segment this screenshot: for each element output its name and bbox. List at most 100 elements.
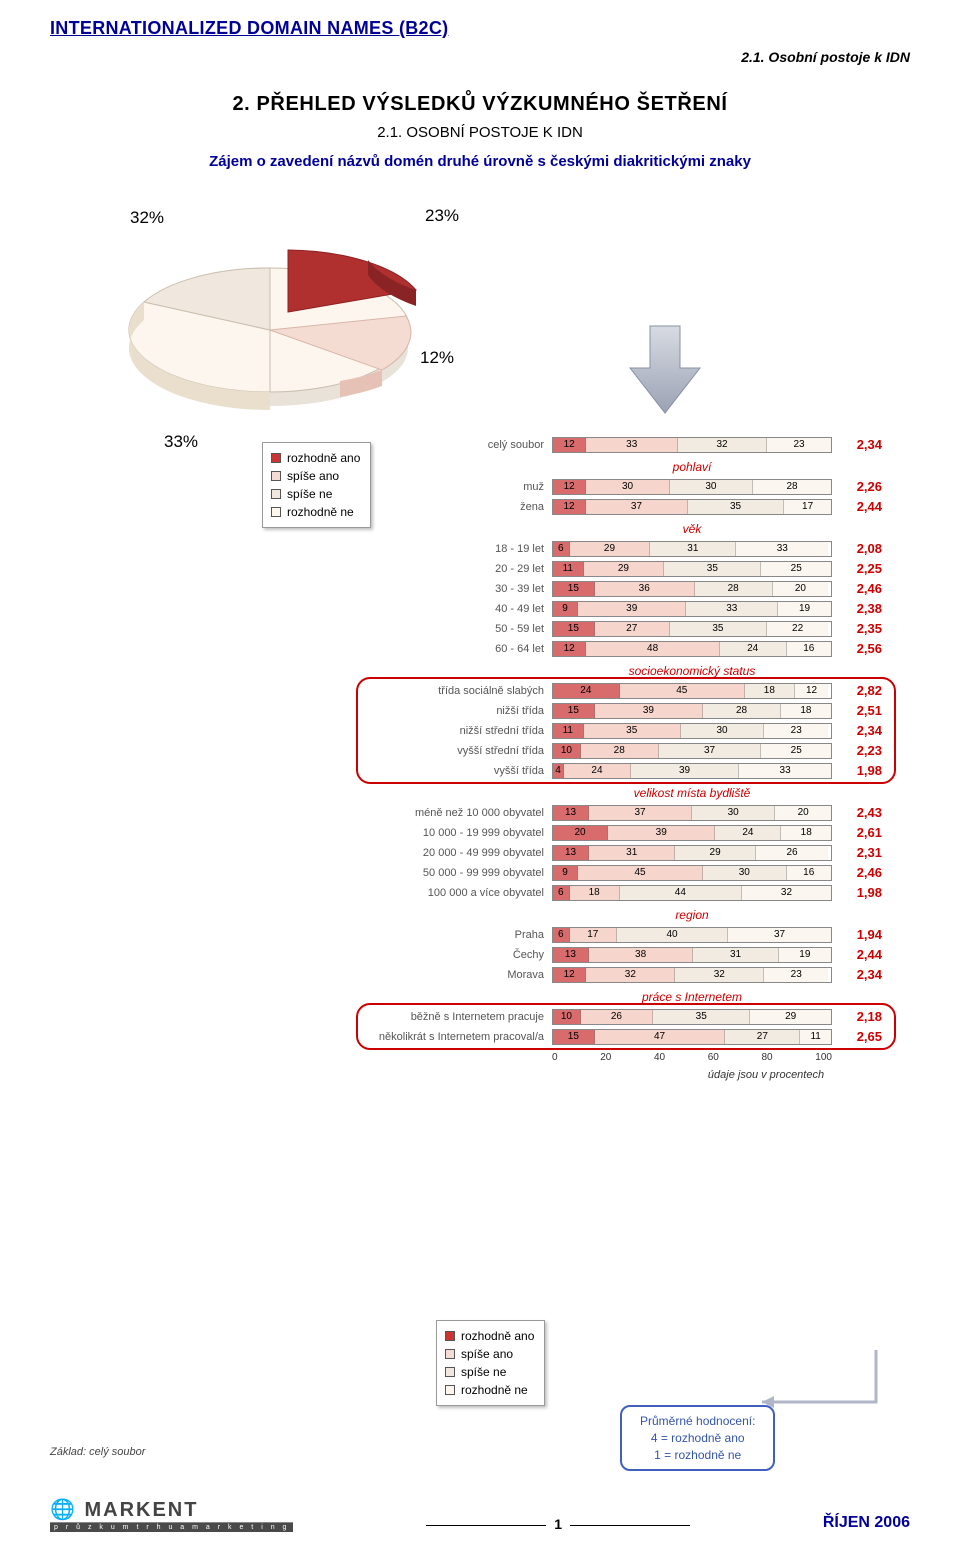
bar-segment: 15: [553, 582, 595, 596]
bar-segment: 35: [584, 724, 681, 738]
bar-row: nižší třída153928182,51: [356, 701, 911, 720]
legend-item: spíše ne: [271, 485, 360, 503]
bar-segment: 32: [678, 438, 767, 452]
bar-row: běžně s Internetem pracuje102635292,18: [356, 1007, 911, 1026]
bar-segment: 6: [553, 542, 570, 556]
bar-segment: 12: [553, 500, 586, 514]
footer-date: ŘÍJEN 2006: [823, 1514, 910, 1532]
bar-segment: 30: [703, 866, 786, 880]
bar-row-label: 100 000 a více obyvatel: [356, 887, 552, 899]
bar-segment: 26: [581, 1010, 653, 1024]
bar-segment: 29: [570, 542, 651, 556]
bar-segment: 27: [595, 622, 670, 636]
bar-segment: 13: [553, 846, 589, 860]
bar-score: 2,18: [832, 1009, 882, 1024]
bar-segment: 32: [675, 968, 764, 982]
bar-track: 11293525: [552, 561, 832, 577]
bar-row-label: nižší třída: [356, 705, 552, 717]
bar-score: 2,34: [832, 437, 882, 452]
bar-score: 2,61: [832, 825, 882, 840]
bar-segment: 20: [773, 582, 829, 596]
legend-item: rozhodně ano: [271, 449, 360, 467]
bar-row: 50 000 - 99 999 obyvatel94530162,46: [356, 863, 911, 882]
bar-segment: 39: [631, 764, 739, 778]
bar-segment: 24: [715, 826, 781, 840]
bar-row: 50 - 59 let152735222,35: [356, 619, 911, 638]
legend-swatch: [271, 453, 281, 463]
pie-label-33: 33%: [164, 432, 198, 452]
bar-segment: 12: [553, 480, 586, 494]
bar-row: třída sociálně slabých244518122,82: [356, 681, 911, 700]
bar-row-label: 20 - 29 let: [356, 563, 552, 575]
bar-score: 2,82: [832, 683, 882, 698]
legend-label: spíše ne: [461, 1363, 506, 1381]
bar-segment: 11: [553, 562, 584, 576]
bar-score: 2,31: [832, 845, 882, 860]
bar-segment: 23: [764, 724, 828, 738]
bar-segment: 36: [595, 582, 695, 596]
bar-row: 20 - 29 let112935252,25: [356, 559, 911, 578]
bar-segment: 32: [586, 968, 675, 982]
legend-item: spíše ano: [271, 467, 360, 485]
bar-segment: 33: [586, 438, 678, 452]
bar-segment: 33: [686, 602, 778, 616]
bar-segment: 27: [725, 1030, 800, 1044]
bar-track: 15362820: [552, 581, 832, 597]
sub-title: 2.1. OSOBNÍ POSTOJE K IDN: [50, 124, 910, 141]
bar-track: 6184432: [552, 885, 832, 901]
bar-segment: 9: [553, 866, 578, 880]
bar-segment: 30: [670, 480, 753, 494]
legend-item: spíše ne: [445, 1363, 534, 1381]
pie-svg: [110, 200, 440, 430]
bar-track: 12482416: [552, 641, 832, 657]
bar-segment: 39: [578, 602, 686, 616]
bar-group: celý soubor123332232,34: [356, 435, 911, 454]
legend-swatch: [445, 1385, 455, 1395]
page-footer: 🌐 MARKENT p r ů z k u m t r h u a m a r …: [50, 1497, 910, 1532]
bar-row-label: 30 - 39 let: [356, 583, 552, 595]
bar-row-label: Čechy: [356, 949, 552, 961]
legend-swatch: [445, 1349, 455, 1359]
bar-segment: 37: [659, 744, 762, 758]
bar-segment: 20: [775, 806, 831, 820]
bar-group-label: region: [552, 908, 832, 922]
bar-segment: 48: [586, 642, 719, 656]
bar-score: 2,35: [832, 621, 882, 636]
bar-segment: 35: [670, 622, 767, 636]
base-note: Základ: celý soubor: [50, 1446, 145, 1458]
bar-group: muž123030282,26žena123735172,44: [356, 477, 911, 516]
bar-segment: 45: [620, 684, 745, 698]
bar-score: 1,94: [832, 927, 882, 942]
logo-subtext: p r ů z k u m t r h u a m a r k e t i n …: [50, 1522, 293, 1532]
bar-row-label: Morava: [356, 969, 552, 981]
bar-row: Praha61740371,94: [356, 925, 911, 944]
bar-segment: 19: [778, 602, 831, 616]
stacked-bars: celý soubor123332232,34pohlavímuž1230302…: [356, 435, 911, 1081]
bar-row: 30 - 39 let153628202,46: [356, 579, 911, 598]
bar-segment: 25: [761, 562, 831, 576]
bar-segment: 16: [787, 866, 831, 880]
axis-tick: 80: [762, 1052, 773, 1063]
bar-segment: 10: [553, 1010, 581, 1024]
bar-track: 20392418: [552, 825, 832, 841]
bar-row: vyšší střední třída102837252,23: [356, 741, 911, 760]
bar-row: 20 000 - 49 999 obyvatel133129262,31: [356, 843, 911, 862]
bar-row-label: 50 - 59 let: [356, 623, 552, 635]
bar-track: 12303028: [552, 479, 832, 495]
bar-row: muž123030282,26: [356, 477, 911, 496]
bar-row-label: několikrát s Internetem pracoval/a: [356, 1031, 552, 1043]
bar-row: Čechy133831192,44: [356, 945, 911, 964]
bar-group: Praha61740371,94Čechy133831192,44Morava1…: [356, 925, 911, 984]
bar-segment: 9: [553, 602, 578, 616]
legend-swatch: [445, 1331, 455, 1341]
bar-segment: 12: [553, 968, 586, 982]
bar-track: 13373020: [552, 805, 832, 821]
bar-row-label: Praha: [356, 929, 552, 941]
bar-row-label: vyšší třída: [356, 765, 552, 777]
bar-segment: 30: [586, 480, 669, 494]
legend-label: spíše ano: [461, 1345, 513, 1363]
bar-group: běžně s Internetem pracuje102635292,18 ně…: [356, 1007, 911, 1046]
bar-row-label: muž: [356, 481, 552, 493]
bar-segment: 28: [581, 744, 659, 758]
page-header-right: 2.1. Osobní postoje k IDN: [50, 49, 910, 65]
